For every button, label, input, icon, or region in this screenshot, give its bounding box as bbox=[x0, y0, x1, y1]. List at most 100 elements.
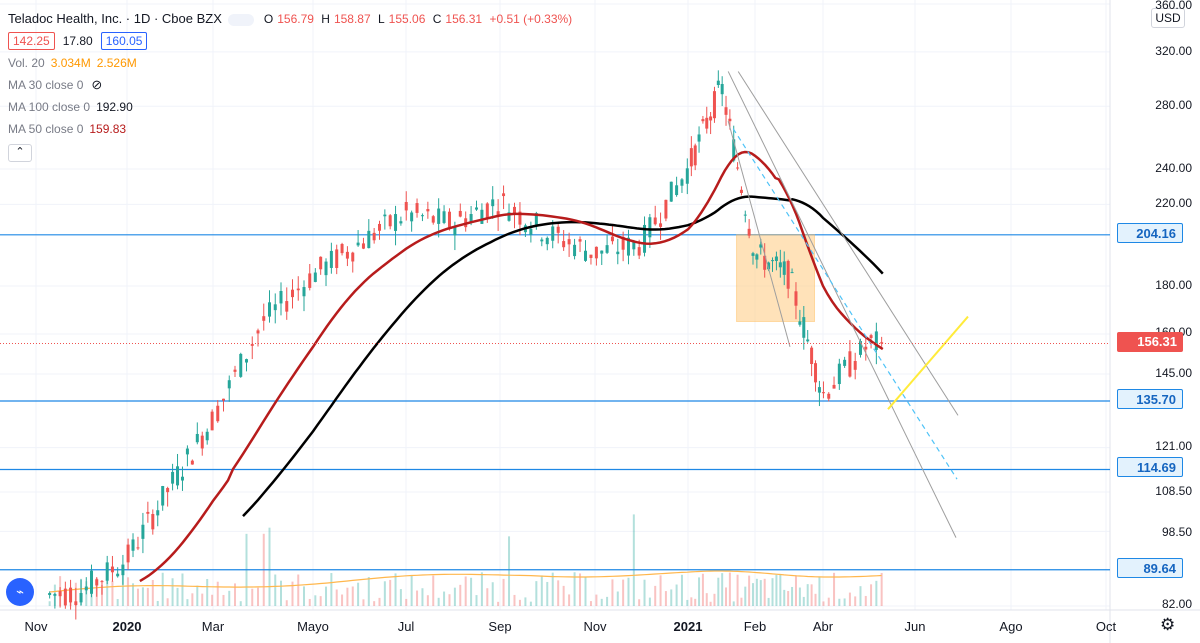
volume-bar bbox=[573, 572, 576, 606]
candle-body bbox=[351, 252, 355, 262]
volume-bar bbox=[771, 578, 774, 606]
candle-body bbox=[227, 380, 231, 389]
candle-body bbox=[205, 431, 209, 441]
price-tick: 240.00 bbox=[1155, 161, 1192, 175]
candle-body bbox=[689, 148, 693, 167]
volume-bar bbox=[502, 578, 505, 606]
ma50-legend[interactable]: MA 50 close 0 159.83 bbox=[8, 118, 576, 140]
volume-bar bbox=[806, 584, 809, 606]
candle-body bbox=[151, 513, 155, 530]
candle-body bbox=[372, 232, 376, 241]
candle-body bbox=[732, 139, 736, 161]
volume-bar bbox=[557, 580, 560, 606]
volume-bar bbox=[529, 601, 532, 606]
candle-body bbox=[268, 302, 271, 317]
volume-bar bbox=[426, 595, 429, 606]
ma50-value: 159.83 bbox=[89, 122, 127, 136]
candle-body bbox=[53, 594, 57, 596]
hline-price-badge[interactable]: 89.64 bbox=[1117, 558, 1183, 578]
candle-body bbox=[90, 570, 94, 594]
currency-button[interactable]: USD bbox=[1151, 8, 1185, 28]
volume-bar bbox=[513, 594, 516, 606]
candle-body bbox=[778, 262, 782, 268]
candle-body bbox=[250, 344, 254, 346]
time-tick: Sep bbox=[488, 619, 512, 634]
volume-bar bbox=[810, 584, 813, 606]
candle-body bbox=[63, 588, 67, 606]
candle-body bbox=[469, 214, 473, 223]
volume-bar bbox=[191, 593, 194, 606]
candle-body bbox=[453, 226, 457, 236]
ma30-legend[interactable]: MA 30 close 0 ⊘ bbox=[8, 74, 576, 96]
compare-toggle-icon[interactable] bbox=[227, 14, 254, 26]
volume-legend[interactable]: Vol. 20 3.034M 2.526M bbox=[8, 52, 576, 74]
candle-body bbox=[279, 290, 283, 304]
time-tick: Oct bbox=[1095, 619, 1117, 634]
candle-body bbox=[431, 216, 435, 223]
ma100-legend[interactable]: MA 100 close 0 192.90 bbox=[8, 96, 576, 118]
hidden-eye-icon[interactable]: ⊘ bbox=[91, 77, 103, 92]
volume-bar bbox=[464, 576, 467, 606]
candle-body bbox=[821, 392, 825, 394]
candle-body bbox=[426, 209, 430, 212]
volume-bar bbox=[437, 597, 440, 606]
time-tick: Nov bbox=[24, 619, 48, 634]
candle-body bbox=[383, 214, 387, 217]
channel-line bbox=[727, 71, 957, 538]
volume-bar bbox=[709, 601, 712, 606]
volume-bar bbox=[222, 594, 225, 606]
symbol-title[interactable]: Teladoc Health, Inc. · 1D · Cboe BZX bbox=[8, 11, 222, 26]
candle-body bbox=[755, 254, 759, 260]
candle-body bbox=[146, 511, 150, 514]
candle-body bbox=[763, 255, 767, 270]
high-label: H bbox=[321, 12, 330, 26]
time-tick: Nov bbox=[583, 619, 607, 634]
candle-body bbox=[491, 199, 495, 207]
volume-bar bbox=[740, 597, 743, 606]
collapse-legend-button[interactable]: ⌃ bbox=[8, 144, 32, 162]
candle-body bbox=[410, 212, 414, 222]
bid-button[interactable]: 142.25 bbox=[8, 32, 55, 50]
volume-bar bbox=[421, 588, 424, 606]
volume-bar bbox=[196, 585, 199, 606]
candle-body bbox=[442, 211, 446, 223]
candle-body bbox=[415, 203, 419, 213]
high-value: 158.87 bbox=[333, 12, 371, 26]
volume-bar bbox=[798, 587, 801, 606]
volume-bar bbox=[443, 591, 446, 606]
volume-bar bbox=[717, 577, 720, 606]
volume-bar bbox=[48, 601, 51, 606]
ask-button[interactable]: 160.05 bbox=[100, 32, 148, 50]
change-value: +0.51 (+0.33%) bbox=[489, 12, 573, 26]
volume-bar bbox=[721, 573, 724, 606]
candle-body bbox=[296, 288, 300, 291]
volume-bar bbox=[864, 595, 867, 606]
candle-body bbox=[600, 250, 604, 254]
hline-price-badge[interactable]: 135.70 bbox=[1117, 389, 1183, 409]
candle-body bbox=[480, 209, 484, 224]
hline-price-badge[interactable]: 114.69 bbox=[1117, 457, 1183, 477]
volume-bar bbox=[171, 578, 174, 606]
volume-bar bbox=[274, 574, 277, 606]
volume-bar bbox=[416, 590, 419, 606]
candle-body bbox=[685, 168, 689, 184]
candle-body bbox=[361, 243, 365, 249]
volume-bar bbox=[297, 574, 300, 606]
volume-bar bbox=[362, 599, 365, 606]
volume-bar bbox=[206, 578, 209, 606]
candle-body bbox=[837, 363, 841, 385]
candle-body bbox=[664, 199, 668, 219]
candle-body bbox=[643, 224, 647, 253]
hline-price-badge[interactable]: 204.16 bbox=[1117, 223, 1183, 243]
candle-body bbox=[648, 217, 652, 238]
volume-bar bbox=[748, 575, 751, 606]
gear-icon[interactable]: ⚙ bbox=[1160, 615, 1176, 634]
candle-body bbox=[273, 304, 277, 311]
logo-icon[interactable]: ⌁ bbox=[6, 578, 34, 606]
channel-line bbox=[727, 120, 791, 348]
volume-bar bbox=[303, 586, 305, 606]
time-tick: Abr bbox=[812, 619, 834, 634]
volume-bar bbox=[802, 596, 805, 606]
candle-body bbox=[245, 359, 248, 363]
